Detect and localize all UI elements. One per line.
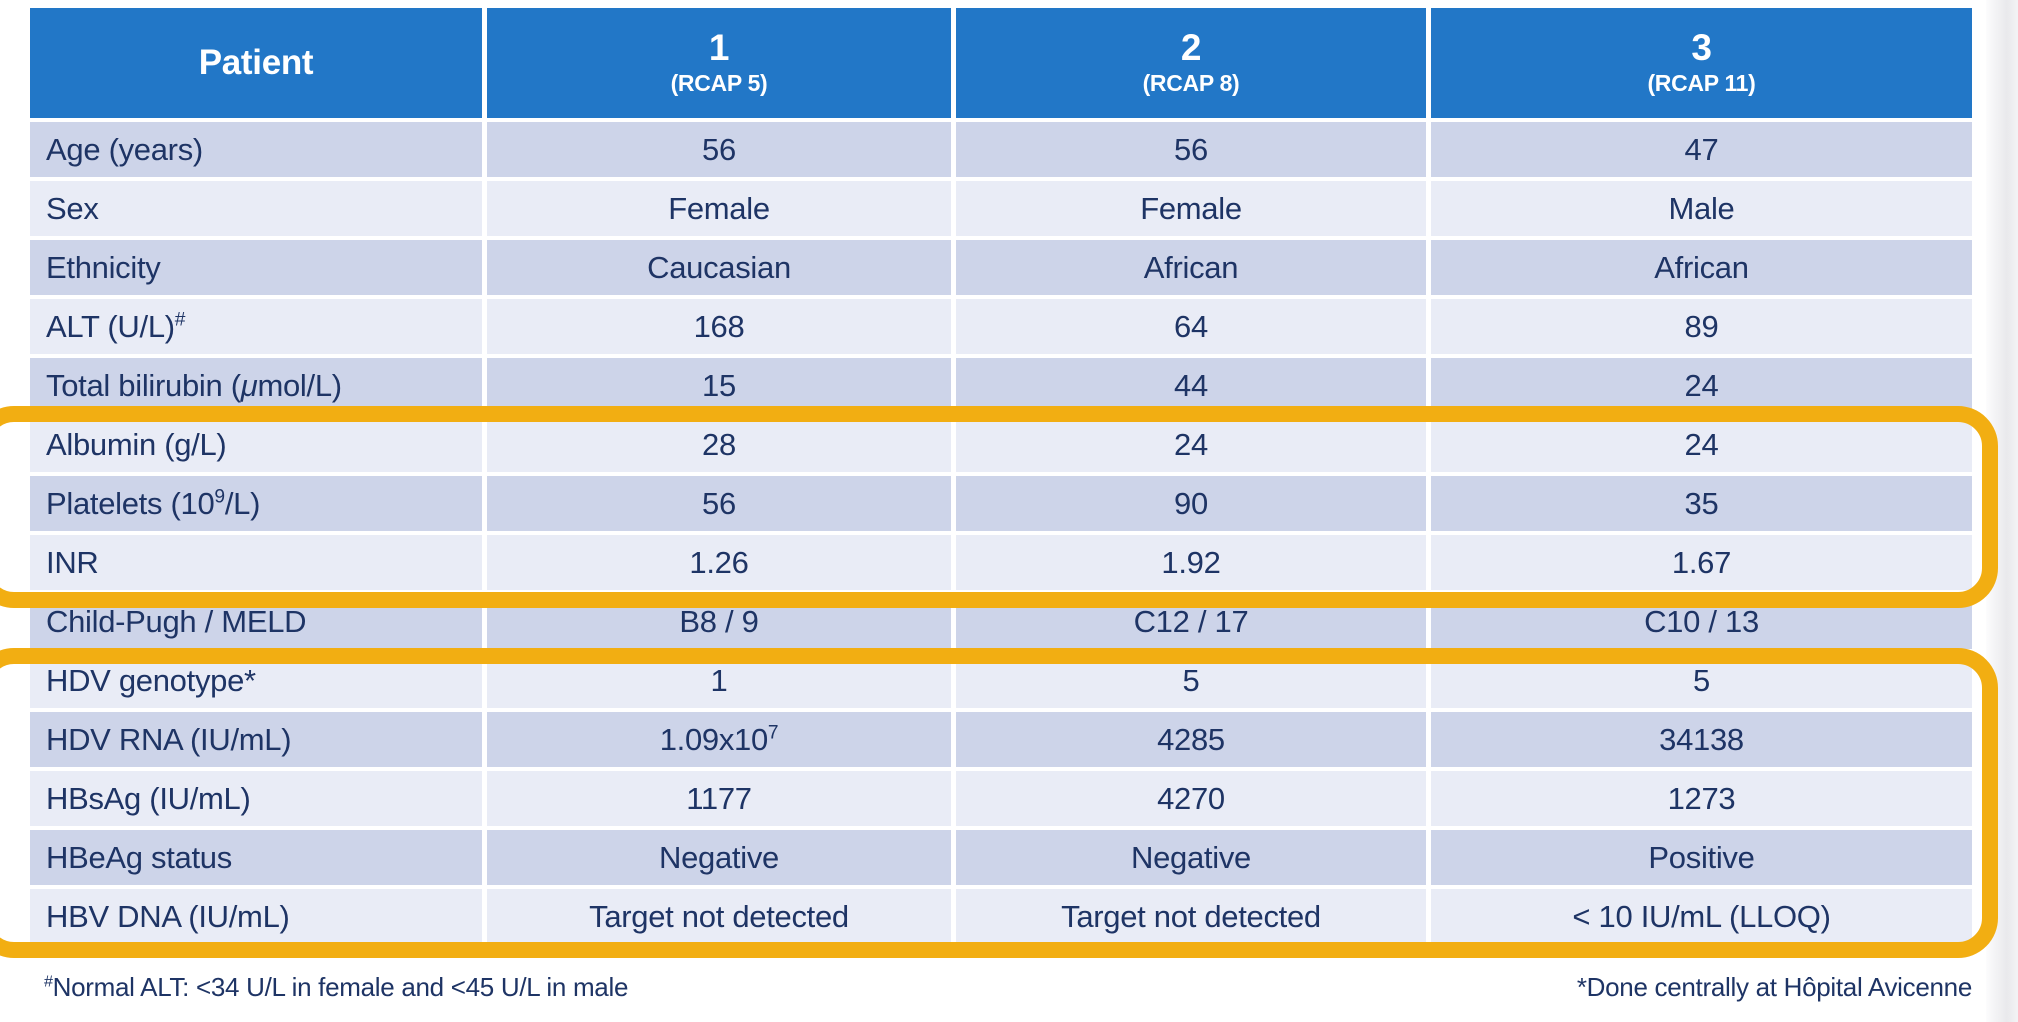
cell-value: 24 xyxy=(956,417,1426,472)
cell-value: 5 xyxy=(956,653,1426,708)
row-label: Age (years) xyxy=(30,122,482,177)
patient-2-rcap: (RCAP 8) xyxy=(1142,69,1240,96)
header-patient-3: 3 (RCAP 11) xyxy=(1431,8,1972,118)
row-label: Albumin (g/L) xyxy=(30,417,482,472)
row-label: Child-Pugh / MELD xyxy=(30,594,482,649)
footnote-left-text: Normal ALT: <34 U/L in female and <45 U/… xyxy=(52,972,629,1002)
patient-1-number: 1 xyxy=(708,27,730,69)
cell-value: 15 xyxy=(487,358,951,413)
cell-value: 5 xyxy=(1431,653,1972,708)
row-hdv-rna: HDV RNA (IU/mL) 1.09x107 4285 34138 xyxy=(30,712,1972,767)
cell-value: B8 / 9 xyxy=(487,594,951,649)
header-patient-1: 1 (RCAP 5) xyxy=(487,8,951,118)
header-patient-2: 2 (RCAP 8) xyxy=(956,8,1426,118)
cell-value: 64 xyxy=(956,299,1426,354)
cell-value: 89 xyxy=(1431,299,1972,354)
cell-value: 56 xyxy=(487,476,951,531)
cell-value: 34138 xyxy=(1431,712,1972,767)
row-child-pugh-meld: Child-Pugh / MELD B8 / 9 C12 / 17 C10 / … xyxy=(30,594,1972,649)
row-label: ALT (U/L)# xyxy=(30,299,482,354)
cell-value: Female xyxy=(956,181,1426,236)
row-label: HBV DNA (IU/mL) xyxy=(30,889,482,944)
cell-value: 24 xyxy=(1431,417,1972,472)
cell-value: 1.26 xyxy=(487,535,951,590)
patient-2-number: 2 xyxy=(1180,27,1202,69)
cell-value: 90 xyxy=(956,476,1426,531)
patient-1-rcap: (RCAP 5) xyxy=(670,69,768,96)
cell-value: 56 xyxy=(956,122,1426,177)
cell-value: 1.67 xyxy=(1431,535,1972,590)
cell-value: < 10 IU/mL (LLOQ) xyxy=(1431,889,1972,944)
footnote-alt-normal: #Normal ALT: <34 U/L in female and <45 U… xyxy=(44,972,628,1003)
row-label: Total bilirubin (μmol/L) xyxy=(30,358,482,413)
header-patient: Patient xyxy=(30,8,482,118)
row-label: INR xyxy=(30,535,482,590)
cell-value: African xyxy=(1431,240,1972,295)
row-bilirubin: Total bilirubin (μmol/L) 15 44 24 xyxy=(30,358,1972,413)
row-label: Sex xyxy=(30,181,482,236)
row-label: HBeAg status xyxy=(30,830,482,885)
row-alt: ALT (U/L)# 168 64 89 xyxy=(30,299,1972,354)
cell-value: 1.92 xyxy=(956,535,1426,590)
row-inr: INR 1.26 1.92 1.67 xyxy=(30,535,1972,590)
cell-value: 56 xyxy=(487,122,951,177)
cell-value: 168 xyxy=(487,299,951,354)
row-age: Age (years) 56 56 47 xyxy=(30,122,1972,177)
cell-value: 1 xyxy=(487,653,951,708)
row-sex: Sex Female Female Male xyxy=(30,181,1972,236)
row-platelets: Platelets (109/L) 56 90 35 xyxy=(30,476,1972,531)
cell-value: C10 / 13 xyxy=(1431,594,1972,649)
slide-edge-strip xyxy=(1986,0,2018,1022)
row-hbsag: HBsAg (IU/mL) 1177 4270 1273 xyxy=(30,771,1972,826)
cell-value: 47 xyxy=(1431,122,1972,177)
row-label: HDV RNA (IU/mL) xyxy=(30,712,482,767)
row-hbv-dna: HBV DNA (IU/mL) Target not detected Targ… xyxy=(30,889,1972,944)
row-ethnicity: Ethnicity Caucasian African African xyxy=(30,240,1972,295)
row-hbeag: HBeAg status Negative Negative Positive xyxy=(30,830,1972,885)
patient-3-number: 3 xyxy=(1691,27,1712,69)
cell-value: 35 xyxy=(1431,476,1972,531)
cell-value: Female xyxy=(487,181,951,236)
row-hdv-genotype: HDV genotype* 1 5 5 xyxy=(30,653,1972,708)
patient-comparison-table: Patient 1 (RCAP 5) 2 (RCAP 8) 3 (RCAP 11… xyxy=(25,4,1977,948)
cell-value: 4270 xyxy=(956,771,1426,826)
cell-value: Male xyxy=(1431,181,1972,236)
cell-value: 1.09x107 xyxy=(487,712,951,767)
row-label: HBsAg (IU/mL) xyxy=(30,771,482,826)
cell-value: Caucasian xyxy=(487,240,951,295)
cell-value: Positive xyxy=(1431,830,1972,885)
cell-value: Target not detected xyxy=(487,889,951,944)
cell-value: 44 xyxy=(956,358,1426,413)
cell-value: Target not detected xyxy=(956,889,1426,944)
cell-value: C12 / 17 xyxy=(956,594,1426,649)
cell-value: Negative xyxy=(956,830,1426,885)
row-albumin: Albumin (g/L) 28 24 24 xyxy=(30,417,1972,472)
table-header-row: Patient 1 (RCAP 5) 2 (RCAP 8) 3 (RCAP 11… xyxy=(30,8,1972,118)
cell-value: 1177 xyxy=(487,771,951,826)
cell-value: 24 xyxy=(1431,358,1972,413)
footnote-central-testing: *Done centrally at Hôpital Avicenne xyxy=(1576,972,1972,1002)
row-label: HDV genotype* xyxy=(30,653,482,708)
patient-3-rcap: (RCAP 11) xyxy=(1647,69,1756,96)
row-label: Ethnicity xyxy=(30,240,482,295)
footnote-hash-marker: # xyxy=(44,972,53,991)
row-label: Platelets (109/L) xyxy=(30,476,482,531)
cell-value: 1273 xyxy=(1431,771,1972,826)
cell-value: 4285 xyxy=(956,712,1426,767)
cell-value: Negative xyxy=(487,830,951,885)
cell-value: African xyxy=(956,240,1426,295)
cell-value: 28 xyxy=(487,417,951,472)
